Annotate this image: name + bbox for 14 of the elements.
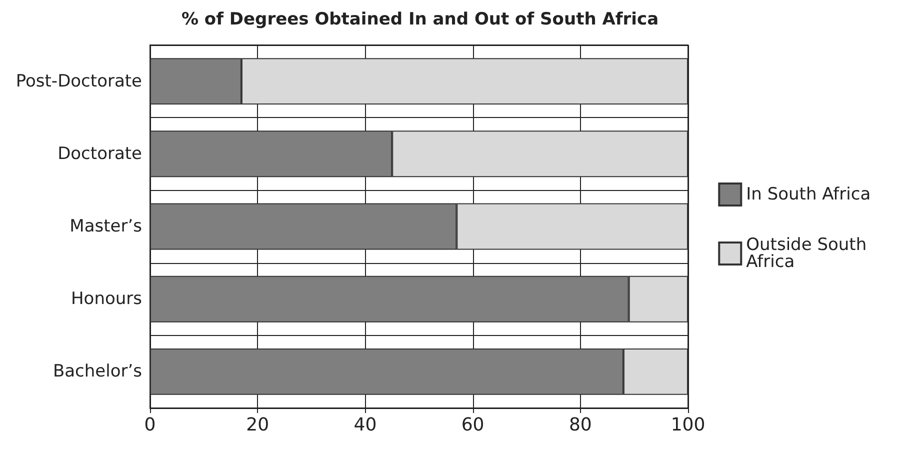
- x-tick-label: 60: [461, 414, 484, 436]
- x-tick-label: 20: [246, 414, 270, 436]
- x-tick-label: 40: [354, 414, 377, 436]
- y-tick-label: Doctorate: [58, 144, 142, 164]
- y-tick-label: Master’s: [70, 216, 142, 236]
- x-tick-label: 100: [670, 414, 706, 436]
- x-tick-label: 80: [568, 414, 592, 436]
- chart-title: % of Degrees Obtained In and Out of South Africa: [181, 10, 659, 30]
- legend-label: Outside South Africa: [746, 235, 872, 272]
- x-tick-label: 0: [144, 414, 156, 436]
- y-tick-label: Bachelor’s: [52, 362, 142, 382]
- y-tick-label: Post-Doctorate: [16, 71, 142, 92]
- legend-label: In South Africa: [746, 184, 871, 204]
- y-tick-label: Honours: [71, 289, 142, 310]
